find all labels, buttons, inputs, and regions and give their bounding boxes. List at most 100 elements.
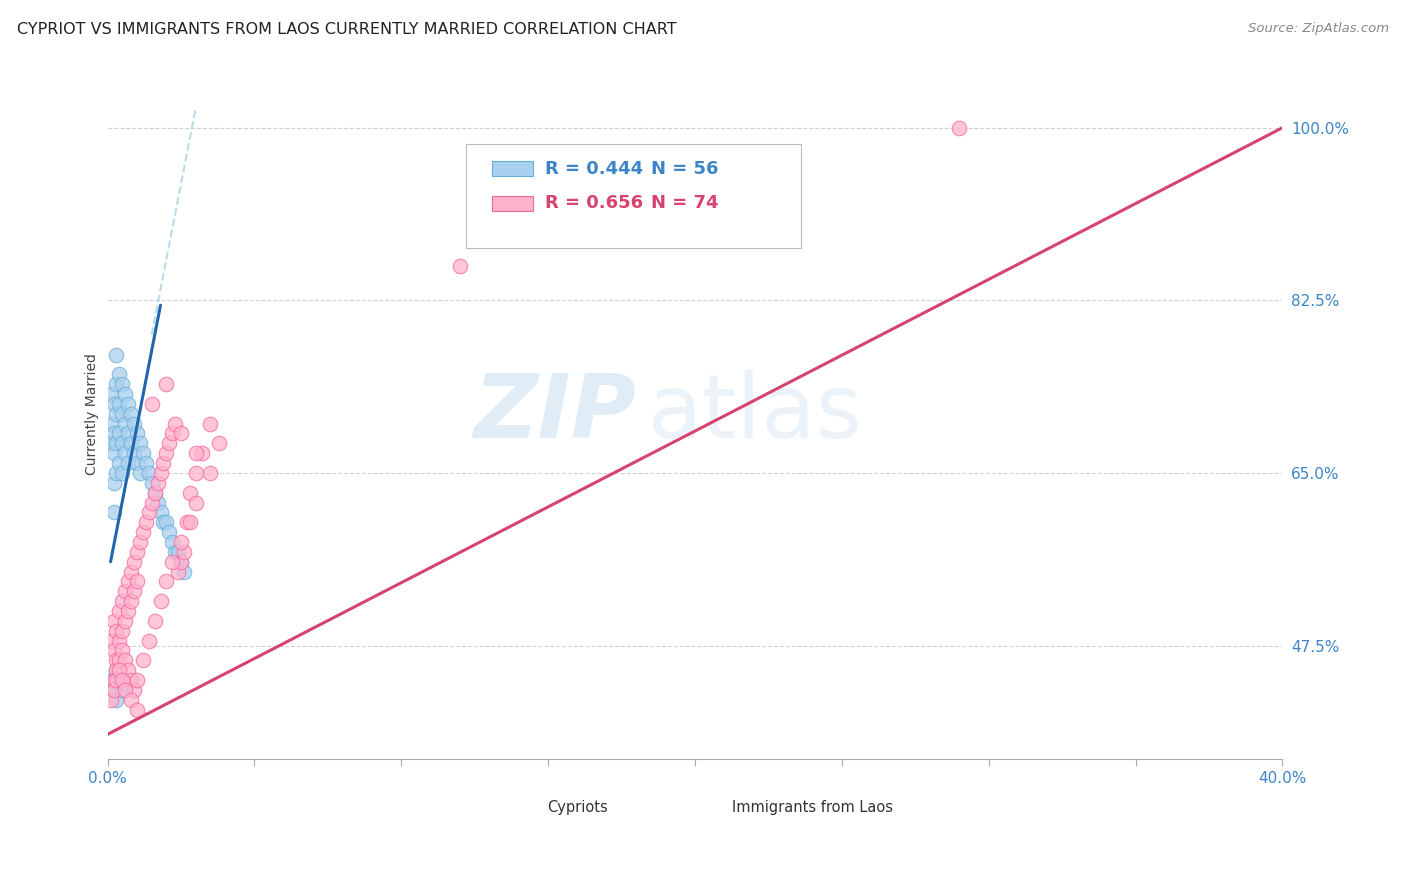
Point xyxy=(165,417,187,431)
Point xyxy=(103,505,125,519)
Point xyxy=(103,682,125,697)
Point xyxy=(117,426,139,441)
Point xyxy=(173,545,195,559)
Point xyxy=(120,407,142,421)
Point xyxy=(125,545,148,559)
Point xyxy=(129,436,152,450)
Point xyxy=(184,495,207,509)
Point xyxy=(111,407,134,421)
Point xyxy=(103,446,125,460)
Point xyxy=(120,693,142,707)
Point xyxy=(103,475,125,490)
Point xyxy=(179,485,201,500)
Point xyxy=(138,633,160,648)
Point xyxy=(170,555,193,569)
Point xyxy=(105,624,128,638)
Point xyxy=(114,417,136,431)
Point xyxy=(117,574,139,589)
Point xyxy=(157,525,180,540)
Point xyxy=(122,682,145,697)
Point xyxy=(157,436,180,450)
Point xyxy=(143,485,166,500)
Point xyxy=(103,673,125,687)
Point xyxy=(179,515,201,529)
Point xyxy=(100,436,122,450)
Point xyxy=(149,466,172,480)
Point xyxy=(155,377,177,392)
Point xyxy=(132,653,155,667)
Point xyxy=(108,633,131,648)
Point xyxy=(100,693,122,707)
Text: N = 56: N = 56 xyxy=(651,160,718,178)
Point xyxy=(114,682,136,697)
Point xyxy=(114,584,136,599)
Point xyxy=(176,515,198,529)
Point xyxy=(108,397,131,411)
Point xyxy=(162,426,184,441)
Point xyxy=(122,446,145,460)
Point xyxy=(149,505,172,519)
Point xyxy=(155,574,177,589)
Point xyxy=(184,446,207,460)
Text: R = 0.444: R = 0.444 xyxy=(546,160,643,178)
Point xyxy=(100,633,122,648)
Point xyxy=(114,387,136,401)
Point xyxy=(125,703,148,717)
Point xyxy=(111,466,134,480)
Point xyxy=(200,417,222,431)
Point xyxy=(146,495,169,509)
Point xyxy=(103,397,125,411)
Point xyxy=(190,446,212,460)
Point xyxy=(105,663,128,677)
Point xyxy=(135,515,157,529)
Point xyxy=(141,397,163,411)
Point xyxy=(200,466,222,480)
Point xyxy=(125,426,148,441)
Point xyxy=(117,663,139,677)
Text: Immigrants from Laos: Immigrants from Laos xyxy=(733,800,893,814)
Point xyxy=(135,456,157,470)
Point xyxy=(165,545,187,559)
Text: CYPRIOT VS IMMIGRANTS FROM LAOS CURRENTLY MARRIED CORRELATION CHART: CYPRIOT VS IMMIGRANTS FROM LAOS CURRENTL… xyxy=(17,22,676,37)
Point xyxy=(103,643,125,657)
Point xyxy=(114,614,136,628)
Point xyxy=(155,446,177,460)
Point xyxy=(105,653,128,667)
Point xyxy=(111,624,134,638)
Text: Source: ZipAtlas.com: Source: ZipAtlas.com xyxy=(1249,22,1389,36)
Point xyxy=(103,426,125,441)
Point xyxy=(167,545,190,559)
FancyBboxPatch shape xyxy=(492,161,533,177)
Point xyxy=(111,682,134,697)
Point xyxy=(103,682,125,697)
Point xyxy=(108,426,131,441)
Text: ZIP: ZIP xyxy=(474,370,637,458)
Point xyxy=(170,535,193,549)
Point xyxy=(108,673,131,687)
Point xyxy=(103,614,125,628)
Point xyxy=(108,456,131,470)
Point xyxy=(120,673,142,687)
Point xyxy=(125,574,148,589)
Point xyxy=(105,407,128,421)
Point xyxy=(108,604,131,618)
Point xyxy=(125,673,148,687)
Point xyxy=(105,673,128,687)
Point xyxy=(138,466,160,480)
Text: N = 74: N = 74 xyxy=(651,194,718,212)
Point xyxy=(108,368,131,382)
Point xyxy=(132,525,155,540)
Point xyxy=(208,436,231,450)
Point xyxy=(146,475,169,490)
Point xyxy=(152,456,174,470)
Point xyxy=(129,535,152,549)
Point xyxy=(100,417,122,431)
Point xyxy=(141,495,163,509)
Point xyxy=(122,584,145,599)
FancyBboxPatch shape xyxy=(748,795,793,820)
Point xyxy=(120,594,142,608)
Point xyxy=(155,515,177,529)
Point xyxy=(149,594,172,608)
Text: R = 0.656: R = 0.656 xyxy=(546,194,643,212)
Point xyxy=(100,673,122,687)
